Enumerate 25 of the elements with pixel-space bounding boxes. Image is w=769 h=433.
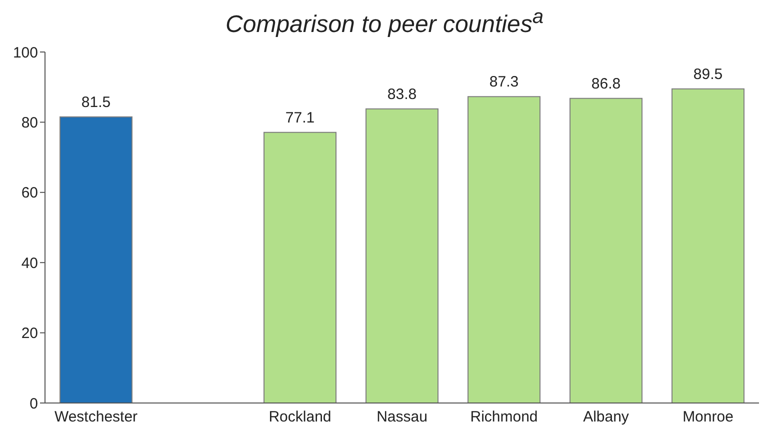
- bar: [468, 96, 540, 403]
- chart-title: Comparison to peer counties$^{a}$: [224, 6, 544, 39]
- y-tick-label: 20: [21, 325, 38, 342]
- y-tick-label: 60: [21, 184, 38, 202]
- data-label: 87.3: [489, 74, 519, 91]
- x-tick-label: Rockland: [268, 408, 332, 426]
- x-tick-label: Richmond: [470, 408, 538, 426]
- bar: [60, 116, 132, 403]
- y-tick-label: 100: [12, 44, 38, 62]
- bar: [264, 132, 336, 403]
- data-label: 81.5: [81, 94, 111, 111]
- y-tick-label: 80: [21, 114, 38, 132]
- x-tick-label: Westchester: [54, 408, 138, 426]
- bar: [570, 98, 642, 403]
- y-tick-label: 40: [21, 254, 38, 272]
- bar: [672, 88, 744, 403]
- x-tick-label: Monroe: [682, 408, 734, 426]
- x-tick-label: Albany: [583, 408, 630, 426]
- data-label: 86.8: [591, 75, 621, 92]
- y-tick-label: 0: [30, 395, 38, 412]
- data-label: 77.1: [285, 109, 315, 126]
- x-tick-label: Nassau: [376, 408, 428, 426]
- data-label: 83.8: [387, 86, 417, 103]
- bar: [366, 108, 438, 403]
- data-label: 89.5: [693, 66, 723, 83]
